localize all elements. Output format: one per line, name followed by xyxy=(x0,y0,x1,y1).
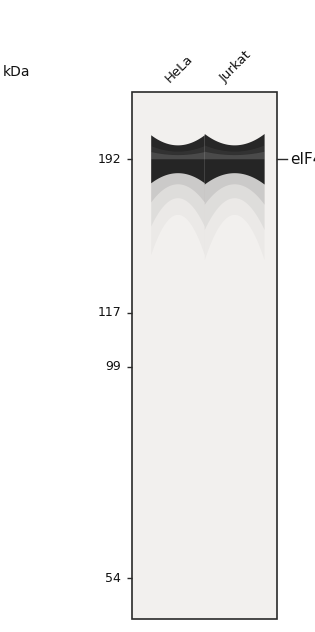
Text: 192: 192 xyxy=(98,153,121,166)
Polygon shape xyxy=(151,146,205,226)
Polygon shape xyxy=(205,152,265,159)
Polygon shape xyxy=(205,150,265,205)
Text: kDa: kDa xyxy=(3,65,31,79)
Text: eIF4G: eIF4G xyxy=(290,152,315,167)
Text: 99: 99 xyxy=(106,360,121,373)
Bar xyxy=(132,92,277,619)
Text: 54: 54 xyxy=(106,572,121,585)
Polygon shape xyxy=(151,140,205,255)
Text: HeLa: HeLa xyxy=(163,52,195,85)
Polygon shape xyxy=(151,135,205,183)
Text: 117: 117 xyxy=(98,307,121,319)
Polygon shape xyxy=(205,145,265,230)
Polygon shape xyxy=(151,146,205,159)
Polygon shape xyxy=(205,145,265,159)
Polygon shape xyxy=(205,134,265,185)
Polygon shape xyxy=(205,139,265,260)
Polygon shape xyxy=(151,152,205,159)
Text: Jurkat: Jurkat xyxy=(218,49,254,85)
Polygon shape xyxy=(151,150,205,202)
